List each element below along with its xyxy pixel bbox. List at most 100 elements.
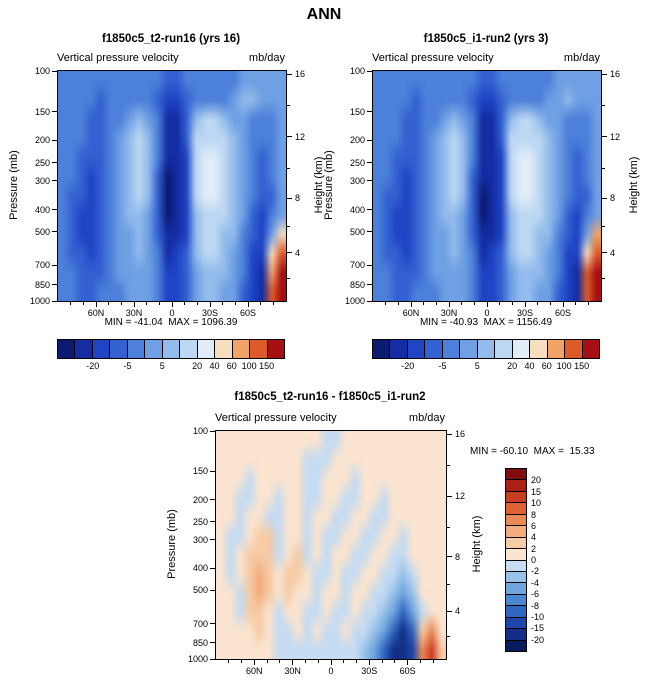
colorbar-label: 8 [531,509,537,520]
height-tick-label: 16 [610,69,621,79]
colorbar-label: 20 [192,361,203,371]
field-name-label: Vertical pressure velocity [372,52,494,64]
colorbar-cell [506,479,526,491]
pressure-tick-label: 200 [192,494,208,505]
lat-tick-label: 0 [169,308,175,318]
lat-minor-tick [146,302,148,305]
pressure-tick-label: 700 [192,618,208,629]
height-minor-tick [602,167,605,169]
colorbar-cell [506,639,526,651]
colorbar-label: 0 [531,555,537,565]
colorbar-cell [74,340,92,358]
pressure-tick [367,264,372,266]
pressure-tick [210,470,215,472]
lat-tick-label: 60S [239,308,256,318]
lat-minor-tick [82,302,84,305]
pressure-tick-label: 300 [34,175,50,186]
units-label: mb/day [248,52,285,64]
colorbar-cell [506,570,526,583]
panel-title-run2: f1850c5_i1-run2 (yrs 3) [423,33,549,45]
pressure-tick-label: 400 [349,204,365,215]
height-tick [287,73,292,75]
height-tick-label: 8 [455,551,461,562]
panel-title-run16: f1850c5_t2-run16 (yrs 16) [101,33,241,45]
pressure-axis-label: Pressure (mb) [166,509,178,579]
height-minor-tick [287,167,290,169]
colorbar-label: 10 [531,498,542,509]
height-minor-tick [447,635,450,637]
lat-minor-tick [381,660,383,663]
pressure-tick-label: 1000 [29,296,50,306]
lat-tick [524,302,526,307]
pressure-tick [367,70,372,72]
lat-minor-tick [272,302,274,305]
lat-minor-tick [266,660,268,663]
pressure-tick-label: 150 [192,466,208,477]
pressure-tick [210,430,215,432]
pressure-axis-label: Pressure (mb) [8,150,20,220]
height-tick-label: 16 [455,429,466,439]
pressure-tick-label: 100 [192,426,208,436]
lat-tick-label: 60S [554,308,571,318]
pressure-tick-label: 200 [349,135,365,146]
height-tick [602,73,607,75]
colorbar-label: 60 [226,361,237,371]
colorbar-cell [546,340,565,358]
height-tick [447,556,452,558]
lat-minor-tick [356,660,358,663]
units-label: mb/day [408,412,445,424]
lat-tick [247,302,249,307]
contour-plot-diff: 100 150 200 250 300 400 500 700 850 1000 16 12 8 4 60N… [188,427,465,676]
height-axis-label: Height (km) [471,515,483,573]
height-tick-label: 12 [455,491,466,502]
pressure-tick [52,70,57,72]
colorbar-cell [231,340,250,358]
colorbar-label: -10 [531,611,545,622]
lat-minor-tick [222,302,224,305]
height-tick [287,197,292,199]
colorbar-cell [441,340,460,358]
pressure-tick-label: 1000 [187,654,208,664]
lat-tick [95,302,97,307]
colorbar-label: 5 [159,361,165,371]
height-minor-tick [602,225,605,227]
colorbar-cell [529,340,547,358]
pressure-axis-label: Pressure (mb) [323,150,335,220]
lat-minor-tick [473,302,475,305]
colorbar-label: -5 [438,361,447,371]
colorbar-cell [506,525,526,537]
lat-tick [562,302,564,307]
units-label: mb/day [563,52,600,64]
lat-minor-tick [537,302,539,305]
pressure-tick-label: 150 [349,106,365,117]
height-minor-tick [287,104,290,106]
colorbar-cell [476,340,495,358]
pressure-tick [52,209,57,210]
lat-tick-label: 30S [516,308,533,318]
lat-tick-label: 30N [284,666,301,676]
lat-minor-tick [196,302,198,305]
pressure-tick-label: 100 [34,66,50,76]
lat-tick-label: 30S [361,666,378,676]
lat-minor-tick [343,660,345,663]
colorbar-label: -6 [531,589,540,600]
lat-tick [407,660,409,665]
lat-minor-tick [317,660,319,663]
pressure-tick-label: 100 [349,66,365,76]
colorbar-cell [406,340,425,358]
lat-tick-label: 0 [328,666,334,676]
colorbar-cell [506,582,526,594]
lat-tick-label: 60S [399,666,416,676]
pressure-tick [52,111,57,112]
lat-tick-label: 30S [201,308,218,318]
colorbar-label: -20 [86,361,100,371]
lat-tick [368,660,370,665]
colorbar-cell [581,340,600,358]
lat-minor-tick [241,660,243,663]
colorbar-label: 40 [524,361,535,371]
height-axis-label: Height (km) [628,156,640,214]
minmax-run2: MIN = -40.93 MAX = 1156.49 [419,317,553,328]
colorbar-cell [506,593,526,606]
height-tick [287,252,292,254]
